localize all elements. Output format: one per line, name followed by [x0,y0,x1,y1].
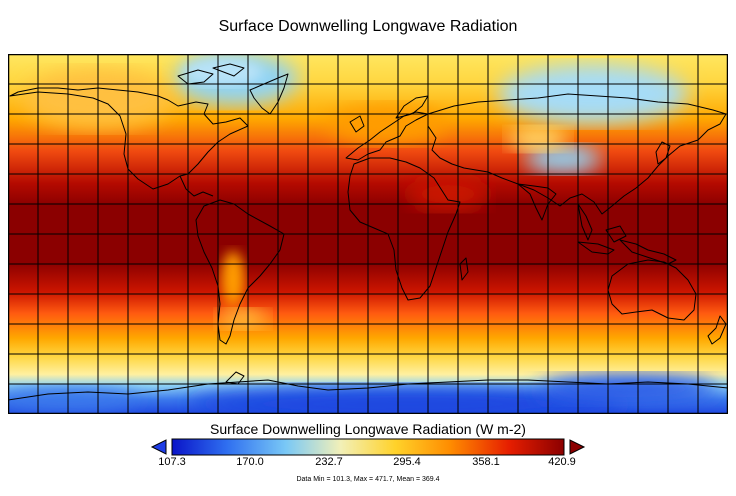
colorbar-tick-label: 420.9 [548,456,576,468]
colorbar-tick-label: 295.4 [393,456,421,468]
colorbar-tick-label: 107.3 [158,456,186,468]
legend-title: Surface Downwelling Longwave Radiation (… [210,421,526,437]
colorbar [150,438,586,456]
colorbar-tick-label: 232.7 [315,456,343,468]
colorbar-gradient [171,438,565,456]
data-statistics: Data Min = 101.3, Max = 471.7, Mean = 36… [296,476,440,483]
colorbar-tick-label: 170.0 [236,456,264,468]
colorbar-tick-label: 358.1 [472,456,500,468]
chart-title: Surface Downwelling Longwave Radiation [218,18,518,35]
coastlines [8,63,728,401]
map-frame [8,54,728,414]
radiation-map [8,54,728,414]
colorbar-low-arrow [150,439,167,455]
colorbar-high-arrow [569,439,586,455]
